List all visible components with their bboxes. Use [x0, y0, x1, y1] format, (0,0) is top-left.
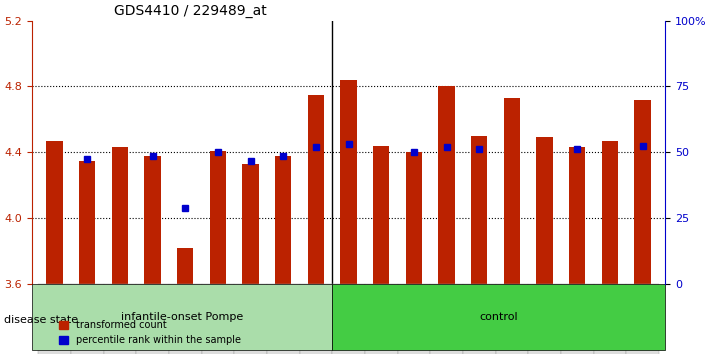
Bar [626, 284, 659, 354]
Bar [267, 284, 299, 354]
Bar [496, 284, 528, 354]
Text: GDS4410 / 229489_at: GDS4410 / 229489_at [114, 4, 267, 18]
Bar [177, 248, 193, 284]
Bar [332, 284, 365, 354]
Bar [32, 284, 332, 350]
Bar [38, 284, 71, 354]
Bar [471, 136, 488, 284]
Bar [341, 80, 357, 284]
Bar [137, 284, 169, 354]
Text: disease state: disease state [4, 315, 77, 325]
Bar [104, 284, 137, 354]
Bar [308, 95, 324, 284]
Bar [594, 284, 626, 354]
Bar [235, 284, 267, 354]
Bar [406, 152, 422, 284]
Bar [373, 146, 390, 284]
Bar [569, 147, 585, 284]
Bar [430, 284, 463, 354]
Bar [537, 137, 552, 284]
Bar [210, 151, 226, 284]
Bar [46, 141, 63, 284]
Bar [439, 86, 455, 284]
Bar [365, 284, 397, 354]
Bar [602, 141, 618, 284]
Legend: transformed count, percentile rank within the sample: transformed count, percentile rank withi… [55, 316, 245, 349]
Bar [112, 147, 128, 284]
Bar [275, 155, 292, 284]
Bar [299, 284, 332, 354]
Bar [504, 98, 520, 284]
Bar [71, 284, 104, 354]
Bar [463, 284, 496, 354]
Bar [169, 284, 202, 354]
Bar [79, 160, 95, 284]
Text: infantile-onset Pompe: infantile-onset Pompe [121, 312, 243, 322]
Bar [242, 164, 259, 284]
Bar [144, 155, 161, 284]
Bar [397, 284, 430, 354]
Bar [561, 284, 594, 354]
Text: control: control [480, 312, 518, 322]
Bar [202, 284, 235, 354]
Bar [528, 284, 561, 354]
Bar [332, 284, 665, 350]
Bar [634, 99, 651, 284]
